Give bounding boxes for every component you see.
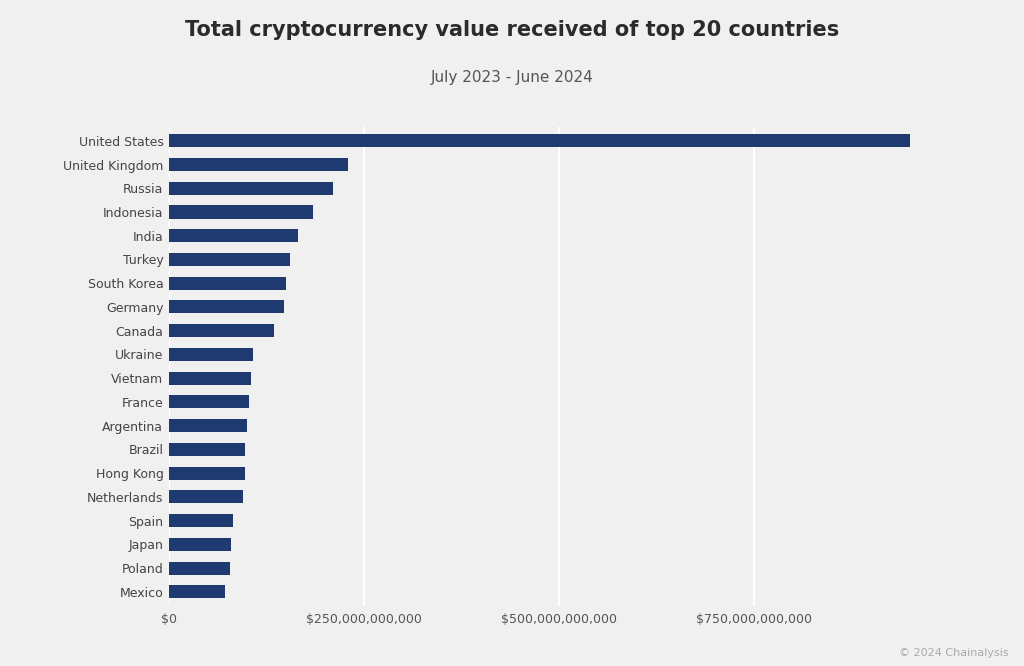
Bar [169, 514, 232, 527]
Bar [169, 419, 247, 432]
Bar [169, 182, 333, 194]
Bar [169, 135, 910, 147]
Bar [169, 253, 290, 266]
Bar [169, 443, 246, 456]
Text: July 2023 - June 2024: July 2023 - June 2024 [431, 70, 593, 85]
Bar [169, 229, 298, 242]
Bar [169, 348, 253, 361]
Bar [169, 206, 313, 218]
Bar [169, 585, 225, 598]
Bar [169, 324, 274, 337]
Bar [169, 467, 245, 480]
Text: Total cryptocurrency value received of top 20 countries: Total cryptocurrency value received of t… [185, 20, 839, 40]
Bar [169, 372, 251, 385]
Bar [169, 490, 243, 503]
Bar [169, 300, 285, 314]
Text: © 2024 Chainalysis: © 2024 Chainalysis [899, 648, 1009, 658]
Bar [169, 158, 348, 171]
Bar [169, 396, 249, 408]
Bar [169, 561, 229, 575]
Bar [169, 538, 231, 551]
Bar [169, 276, 286, 290]
